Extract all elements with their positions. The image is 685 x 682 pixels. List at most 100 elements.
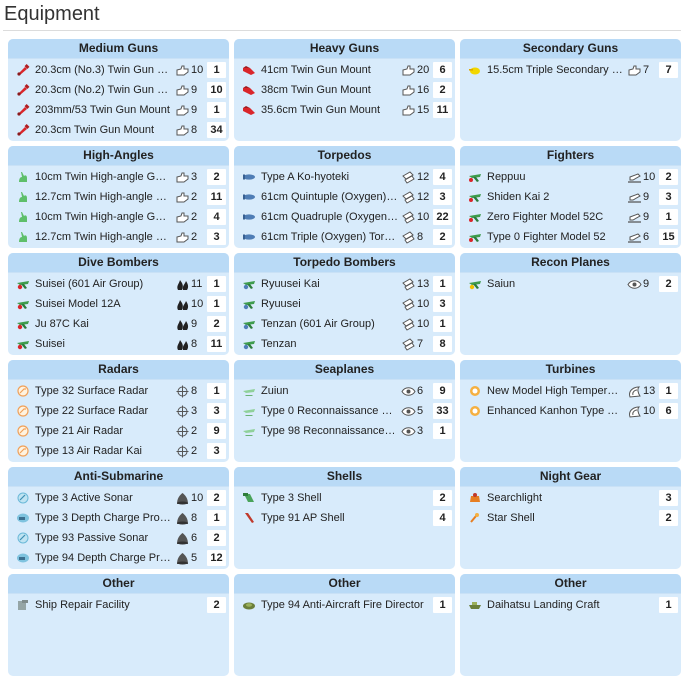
equipment-row[interactable]: Enhanced Kanhon Type Turbine 106	[460, 401, 681, 421]
stat-value: 13	[643, 385, 656, 397]
equipment-count: 1	[433, 276, 452, 292]
equipment-stat: 2	[175, 231, 204, 244]
medium-gun-icon	[15, 103, 31, 117]
torpedo-stat-icon	[401, 337, 417, 351]
stat-value: 2	[191, 191, 198, 203]
equipment-row[interactable]: Type 3 Shell 2	[234, 488, 455, 508]
equipment-count: 1	[207, 276, 226, 292]
equipment-stat: 16	[401, 84, 430, 97]
stat-value: 5	[191, 552, 198, 564]
equipment-panel: Medium Guns 20.3cm (No.3) Twin Gun Mount 1…	[8, 39, 229, 141]
equipment-row[interactable]: Reppuu 10 2	[460, 167, 681, 187]
heavy-gun-icon	[241, 83, 257, 97]
equipment-row[interactable]: Type 32 Surface Radar 8 1	[8, 381, 229, 401]
equipment-count: 1	[433, 316, 452, 332]
equipment-row[interactable]: Type 93 Passive Sonar 6 2	[8, 528, 229, 548]
torpedo-stat-icon	[401, 170, 417, 184]
equipment-count: 8	[433, 336, 452, 352]
equipment-row[interactable]: Suisei Model 12A 10 1	[8, 294, 229, 314]
equipment-stat: 2	[175, 445, 204, 458]
equipment-row[interactable]: 61cm Quadruple (Oxygen) Torpedo Mount 102…	[234, 207, 455, 227]
equipment-row[interactable]: Suisei (601 Air Group) 11 1	[8, 274, 229, 294]
equipment-count: 4	[433, 510, 452, 526]
equipment-row[interactable]: Type 3 Active Sonar 10 2	[8, 488, 229, 508]
line-of-sight-icon	[401, 385, 417, 398]
equipment-row[interactable]: 10cm Twin High-angle Gun Mount 24	[8, 207, 229, 227]
equipment-row[interactable]: Zero Fighter Model 52C 9 1	[460, 207, 681, 227]
equipment-row[interactable]: Type 0 Reconnaissance Seaplane 5 33	[234, 401, 455, 421]
equipment-row[interactable]: 38cm Twin Gun Mount 16 2	[234, 80, 455, 100]
equipment-stat: 5	[175, 552, 204, 565]
equipment-row[interactable]: 203mm/53 Twin Gun Mount 9 1	[8, 100, 229, 120]
equipment-row[interactable]: Type 91 AP Shell 4	[234, 508, 455, 528]
equipment-stat: 10	[175, 492, 204, 505]
equipment-row[interactable]: Searchlight 3	[460, 488, 681, 508]
equipment-row[interactable]: Ju 87C Kai 9 2	[8, 314, 229, 334]
stat-value: 10	[643, 405, 656, 417]
equipment-name: Zuiun	[261, 385, 289, 397]
equipment-name: Type 22 Surface Radar	[35, 405, 149, 417]
equipment-row[interactable]: Ryuusei 10 3	[234, 294, 455, 314]
equipment-row[interactable]: Suisei 8 11	[8, 334, 229, 354]
equipment-row[interactable]: Zuiun 6 9	[234, 381, 455, 401]
dive-bomber-icon	[15, 317, 31, 331]
equipment-row[interactable]: Type 94 Depth Charge Projector 5 12	[8, 548, 229, 568]
equipment-stat: 2	[175, 191, 204, 204]
equipment-row[interactable]: 41cm Twin Gun Mount 20 6	[234, 60, 455, 80]
equipment-name: Tenzan (601 Air Group)	[261, 318, 375, 330]
equipment-row[interactable]: Tenzan (601 Air Group) 10 1	[234, 314, 455, 334]
equipment-row[interactable]: Type 3 Depth Charge Projector 8 1	[8, 508, 229, 528]
equipment-row[interactable]: Tenzan 7 8	[234, 334, 455, 354]
star-shell-icon	[467, 511, 483, 525]
stat-value: 3	[191, 171, 198, 183]
equipment-row[interactable]: New Model High Temperature High Pressure…	[460, 381, 681, 401]
equipment-count: 2	[659, 169, 678, 185]
equipment-name: Suisei Model 12A	[35, 298, 121, 310]
equipment-row[interactable]: 20.3cm (No.3) Twin Gun Mount 101	[8, 60, 229, 80]
accuracy-icon	[175, 405, 191, 418]
seaplane-icon	[241, 404, 257, 418]
equipment-row[interactable]: 20.3cm Twin Gun Mount 8 34	[8, 120, 229, 140]
bombing-icon	[175, 318, 191, 331]
equipment-row[interactable]: Type A Ko-hyoteki 12 4	[234, 167, 455, 187]
equipment-count: 1	[207, 383, 226, 399]
equipment-row[interactable]: Star Shell 2	[460, 508, 681, 528]
equipment-stat: 10	[401, 317, 430, 331]
medium-gun-icon	[15, 123, 31, 137]
equipment-row[interactable]: 61cm Triple (Oxygen) Torpedo Mount 82	[234, 227, 455, 247]
equipment-row[interactable]: Ship Repair Facility 2	[8, 595, 229, 615]
equipment-row[interactable]: Daihatsu Landing Craft 1	[460, 595, 681, 615]
panel-title: Dive Bombers	[8, 253, 229, 273]
equipment-row[interactable]: Type 13 Air Radar Kai 2 3	[8, 441, 229, 461]
equipment-row[interactable]: Type 94 Anti-Aircraft Fire Director 1	[234, 595, 455, 615]
equipment-row[interactable]: 61cm Quintuple (Oxygen) Torpedo Mount 123	[234, 187, 455, 207]
equipment-row[interactable]: Type 21 Air Radar 2 9	[8, 421, 229, 441]
depth-charge-icon	[15, 511, 31, 525]
equipment-row[interactable]: Saiun 9 2	[460, 274, 681, 294]
high-angle-gun-icon	[15, 230, 31, 244]
equipment-row[interactable]: 35.6cm Twin Gun Mount 15 11	[234, 100, 455, 120]
equipment-row[interactable]: 12.7cm Twin High-angle Gun Mount 23	[8, 227, 229, 247]
stat-value: 9	[643, 191, 650, 203]
firepower-icon	[401, 84, 417, 97]
equipment-stat: 9	[175, 84, 204, 97]
equipment-row[interactable]: Type 98 Reconnaissance Seaplane 31	[234, 421, 455, 441]
equipment-count: 2	[433, 490, 452, 506]
stat-value: 8	[191, 512, 198, 524]
dive-bomber-icon	[15, 337, 31, 351]
equipment-name: Type 98 Reconnaissance Seaplane	[261, 425, 398, 437]
evasion-icon	[627, 405, 643, 418]
heavy-gun-icon	[241, 63, 257, 77]
anti-air-icon	[627, 171, 643, 184]
equipment-row[interactable]: 20.3cm (No.2) Twin Gun Mount 9 10	[8, 80, 229, 100]
equipment-row[interactable]: Type 22 Surface Radar 3 3	[8, 401, 229, 421]
panel-title: Radars	[8, 360, 229, 380]
equipment-row[interactable]: 12.7cm Twin High-angle Gun Mount 2 11	[8, 187, 229, 207]
panel-title: High-Angles	[8, 146, 229, 166]
equipment-row[interactable]: 15.5cm Triple Secondary Gun Mount 77	[460, 60, 681, 80]
equipment-row[interactable]: Type 0 Fighter Model 52 6 15	[460, 227, 681, 247]
torpedo-stat-icon	[401, 317, 417, 331]
equipment-row[interactable]: 10cm Twin High-angle Gun Mount 32	[8, 167, 229, 187]
equipment-row[interactable]: Ryuusei Kai 13 1	[234, 274, 455, 294]
